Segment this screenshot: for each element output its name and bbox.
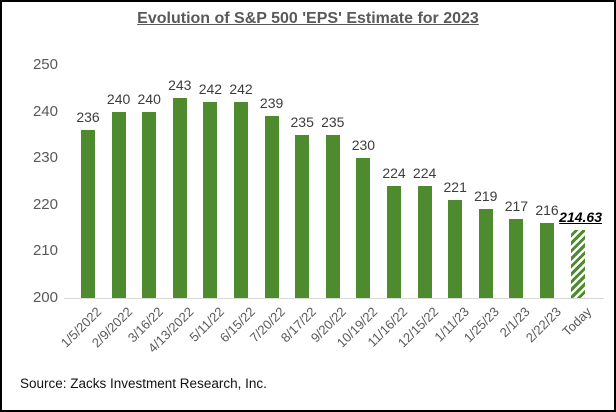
bar-value-label: 224	[412, 165, 437, 182]
bar	[387, 186, 401, 298]
bar-value-label: 239	[259, 95, 284, 112]
source-note: Source: Zacks Investment Research, Inc.	[20, 376, 267, 391]
bar-value-label: 243	[168, 76, 192, 93]
y-tick-label: 200	[32, 289, 58, 306]
bar-value-label: 235	[290, 113, 314, 130]
x-axis-baseline	[64, 298, 604, 299]
bar-value-label: 217	[504, 197, 529, 214]
bar	[325, 134, 340, 298]
bar	[81, 130, 95, 298]
bar-value-label: 240	[137, 90, 161, 107]
bar-value-label: 216	[535, 202, 559, 219]
x-tick-label: Today	[559, 304, 595, 340]
bar-value-label: 221	[443, 179, 467, 196]
bar-value-label: 214.63	[559, 208, 602, 225]
bar	[234, 102, 248, 298]
bar	[172, 97, 187, 298]
bar	[295, 134, 310, 298]
bar-value-label: 224	[382, 165, 406, 182]
bar-value-label: 236	[76, 109, 100, 126]
bar-value-label: 242	[229, 81, 253, 98]
bar	[356, 158, 371, 298]
bar-value-label: 219	[474, 188, 498, 205]
bar	[417, 186, 432, 298]
y-tick-label: 210	[32, 242, 58, 260]
bar	[111, 111, 126, 298]
bar-value-label: 230	[351, 137, 376, 154]
y-tick-label: 230	[32, 149, 58, 167]
bar	[264, 116, 279, 298]
bar	[540, 223, 554, 298]
bar	[509, 218, 524, 298]
y-tick-label: 250	[32, 56, 58, 73]
bar	[142, 111, 157, 298]
bar-value-label: 235	[321, 113, 345, 130]
chart-title: Evolution of S&P 500 'EPS' Estimate for …	[137, 10, 479, 27]
y-tick-label: 220	[32, 195, 58, 213]
bar	[448, 200, 463, 298]
bar-value-label: 242	[198, 81, 223, 98]
bar-today-hatched	[570, 229, 585, 298]
bar-value-label: 240	[106, 90, 131, 107]
bar	[203, 102, 218, 298]
bar	[478, 209, 493, 298]
y-tick-label: 240	[32, 102, 58, 120]
